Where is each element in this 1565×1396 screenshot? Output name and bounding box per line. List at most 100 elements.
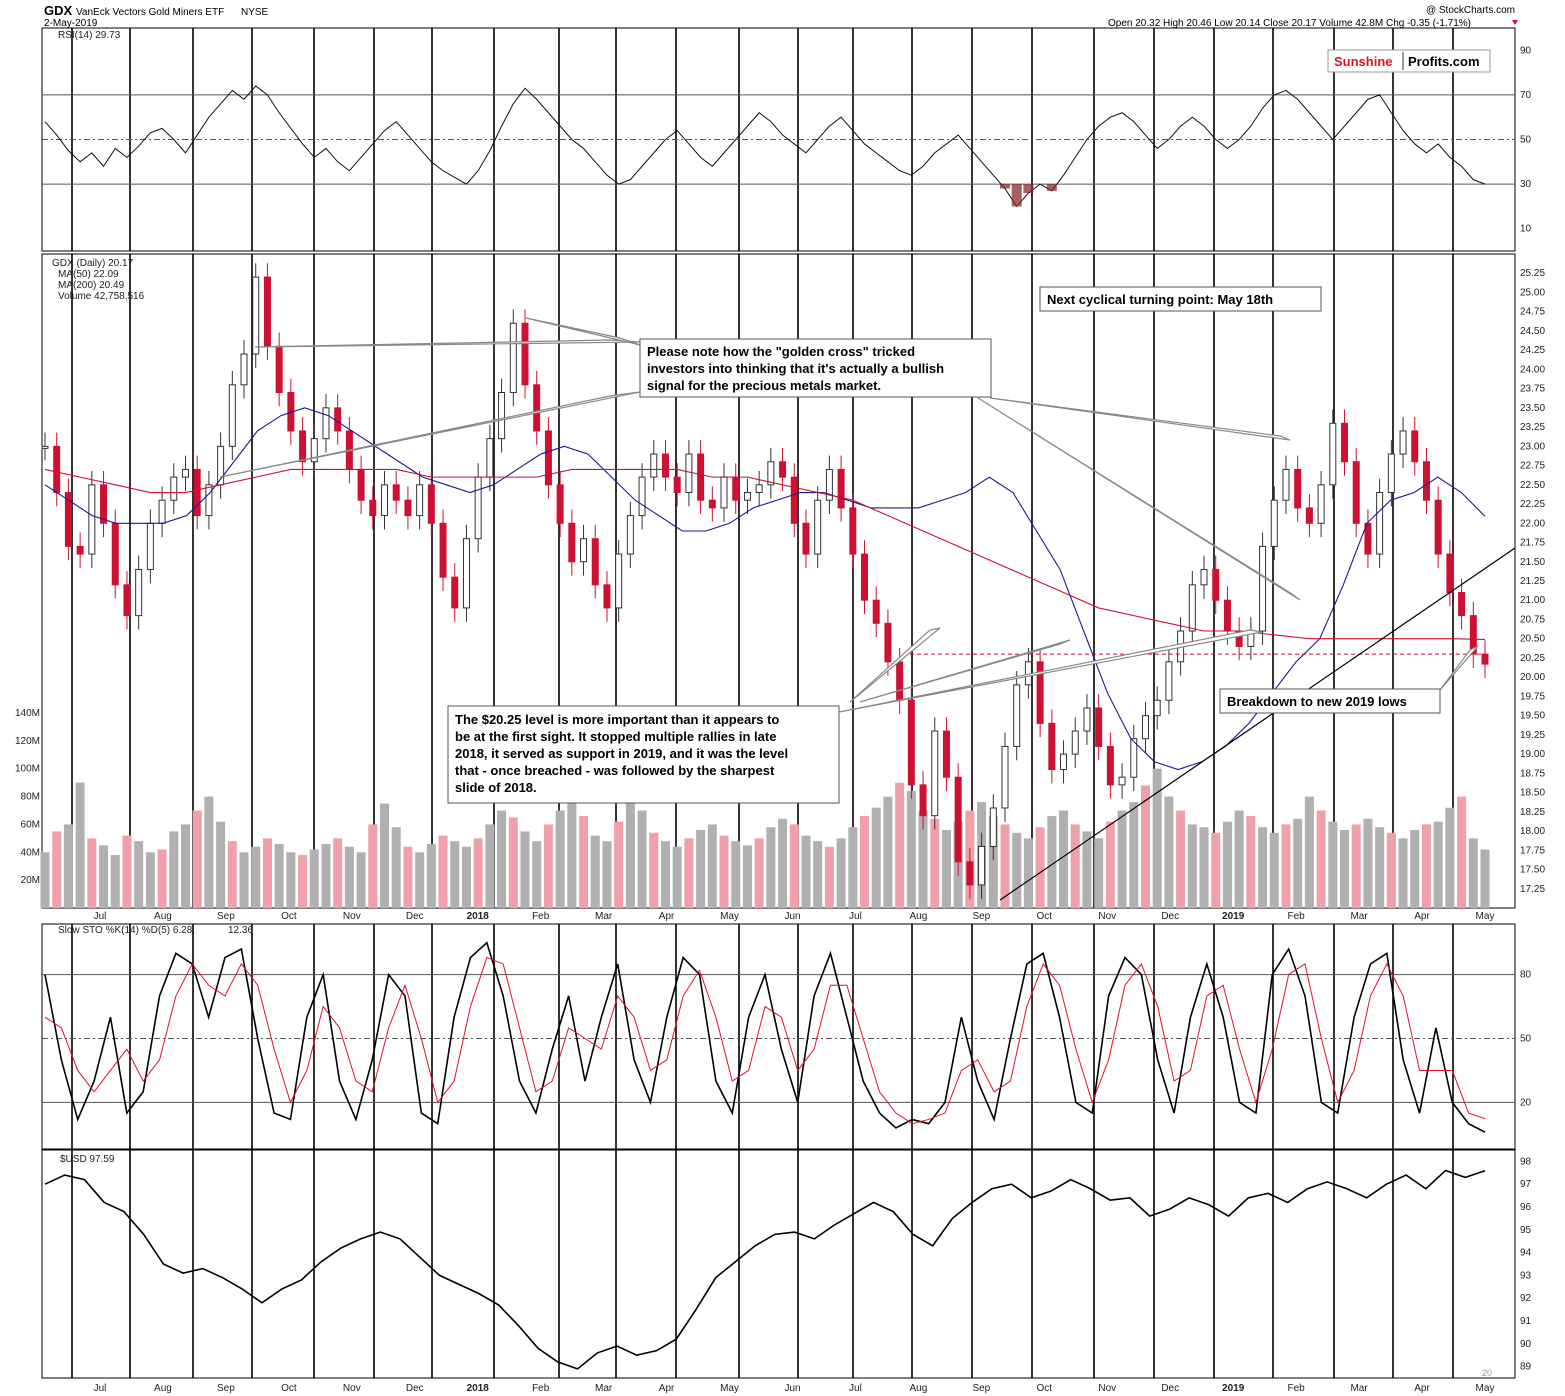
price-tick-label: 17.75 [1520,845,1545,856]
volume-bar [860,816,870,908]
usd-x-label: Nov [343,1383,361,1394]
chart-date: 2-May-2019 [44,18,98,29]
level-note-line-1: The $20.25 level is more important than … [455,712,779,727]
price-x-label: Sep [217,911,235,922]
price-candle-body [919,784,927,817]
price-candle-body [1329,422,1337,486]
usd-x-label: 2018 [467,1383,490,1394]
price-candle-body [1071,730,1079,755]
volume-bar [766,827,776,908]
usd-x-label: Oct [281,1383,297,1394]
volume-bar [1117,810,1127,908]
golden-cross-line-1: Please note how the "golden cross" trick… [647,344,915,359]
usd-tick-label: 90 [1520,1339,1532,1350]
volume-bar [87,838,97,908]
price-candle-body [1411,430,1419,463]
price-candle-body [954,776,962,863]
price-candle-body [427,484,435,524]
chg-down-icon [1512,20,1518,25]
volume-bar [1445,807,1455,908]
volume-bar [1222,821,1232,908]
price-candle-body [825,468,833,501]
rsi-tick-label: 10 [1520,224,1532,235]
price-tick-label: 20.00 [1520,672,1545,683]
stochastic-tick-label: 80 [1520,970,1532,981]
volume-bar [813,841,823,908]
price-candle-body [299,430,307,463]
volume-bar [789,824,799,908]
price-candle-body [1188,584,1196,632]
pointer-golden-cross-5 [977,397,1301,601]
price-candle-body [779,461,787,478]
volume-bar [415,852,425,908]
golden-cross-box [639,338,992,398]
rsi-oversold-fill [1011,184,1022,207]
volume-bar [988,816,998,908]
volume-bar [1386,832,1396,908]
next-turning-point-text: Next cyclical turning point: May 18th [1047,292,1273,307]
pointer-level-1 [849,627,941,703]
price-candle-body [556,484,564,524]
volume-bar [1082,831,1092,908]
volume-bar [543,824,553,908]
price-candle-body [310,438,318,463]
volume-bar [1340,830,1350,908]
price-candle-body [76,545,84,555]
price-tick-label: 24.75 [1520,307,1545,318]
volume-bar [801,835,811,908]
rsi-line [44,85,1486,208]
usd-x-label: Aug [154,1383,172,1394]
price-candle-body [53,445,61,494]
ma50-line [44,407,1486,771]
logo-frame [1327,49,1491,73]
price-tick-label: 23.25 [1520,422,1545,433]
rsi-tick-label: 30 [1520,179,1532,190]
price-candle-body [252,276,260,355]
price-candle-body [1399,430,1407,455]
price-candle-body [1422,461,1430,501]
volume-bar [930,818,940,908]
volume-bar [274,843,284,908]
price-candle-body [638,476,646,517]
price-candle-body [907,699,915,786]
volume-bar [63,824,73,908]
price-candle-body [158,499,166,524]
volume-bar [122,835,132,908]
volume-bar [567,796,577,908]
price-tick-label: 19.00 [1520,749,1545,760]
price-x-label: Apr [659,911,675,922]
volume-bar [742,845,752,908]
price-candle-body [1387,453,1395,494]
price-candle-body [1434,499,1442,555]
volume-bar [906,791,916,908]
volume-bar [672,846,682,908]
usd-x-label: Feb [532,1383,550,1394]
chart-credit: @ StockCharts.com [1426,5,1515,16]
volume-bar [1234,810,1244,908]
pointer-golden-cross-4 [989,397,1291,441]
volume-bar [110,855,120,908]
price-candle-body [462,538,470,609]
rsi-label: RSI(14) 29.73 [58,30,121,41]
price-candle-body [1048,722,1056,771]
volume-tick-label: 100M [15,764,40,775]
price-tick-label: 24.50 [1520,326,1545,337]
price-tick-label: 17.50 [1520,865,1545,876]
volume-bar [848,827,858,908]
volume-bar [579,816,589,908]
volume-bar [99,845,109,908]
level-note-line-4: that - once breached - was followed by t… [455,763,775,778]
volume-bar [731,841,741,908]
price-candle-body [849,507,857,555]
volume-bar [520,831,530,908]
volume-bar [602,841,612,908]
price-x-label: 2019 [1222,911,1245,922]
level-note-box [447,705,840,804]
price-x-label: May [720,911,739,922]
usd-x-label: 2019 [1222,1383,1245,1394]
volume-bar [426,843,436,908]
volume-bar [1129,802,1139,908]
volume-bar [649,832,659,908]
price-x-label: 2018 [467,911,490,922]
